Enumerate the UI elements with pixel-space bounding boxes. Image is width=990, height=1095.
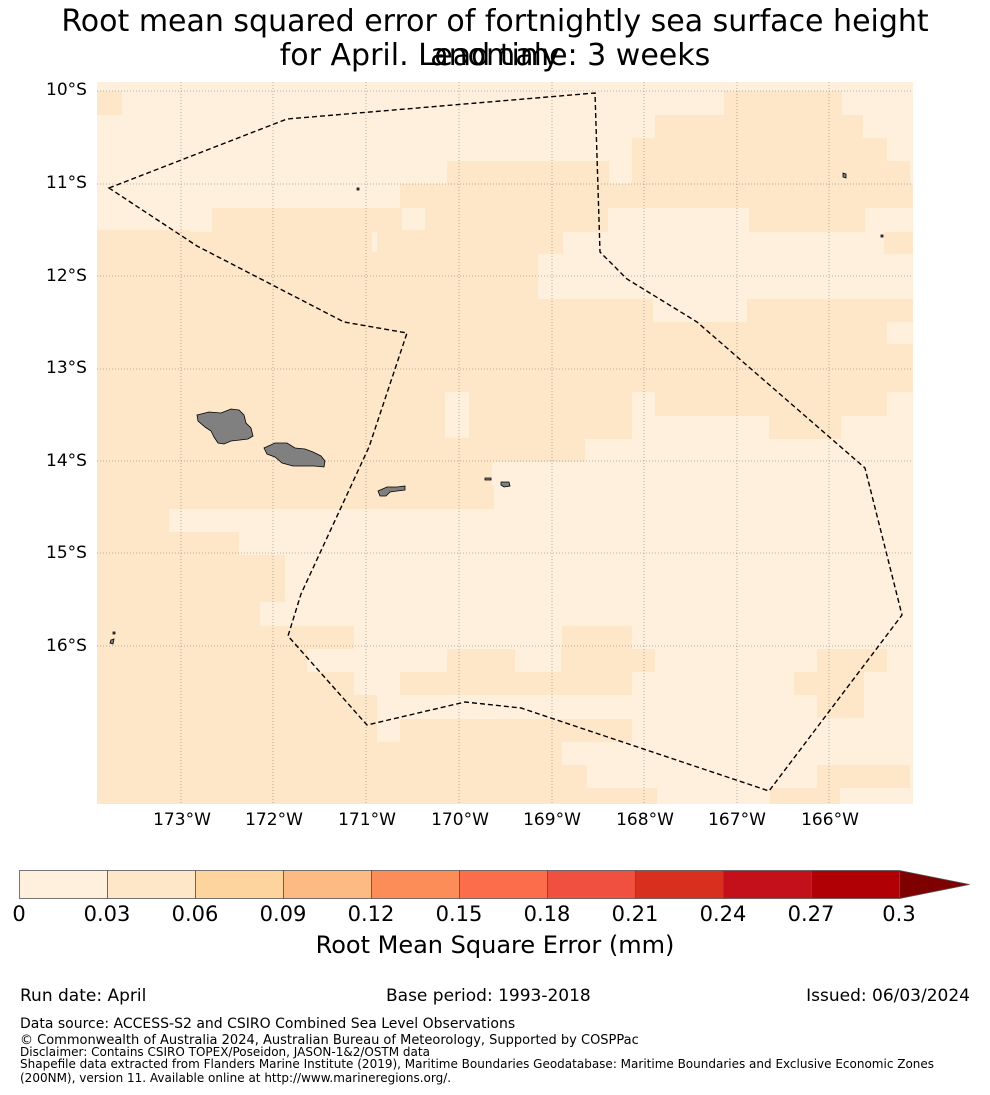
tau-island [500,481,511,488]
colorbar-tick-3: 0.09 [259,902,307,926]
colorbar-segment [195,870,284,899]
base-period: Base period: 1993-2018 [386,986,591,1006]
colorbar-segment [371,870,460,899]
lat-tick-10s: 10°S [46,80,87,100]
error-field-0-0.03 [169,208,817,742]
lat-tick-13s: 13°S [46,358,87,378]
colorbar-tick-2: 0.06 [171,902,219,926]
lon-tick-168w: 168°W [616,810,674,830]
colorbar-tick-8: 0.24 [699,902,747,926]
map-panel[interactable] [97,82,913,804]
colorbar-segment [547,870,636,899]
lon-tick-170w: 170°W [431,810,489,830]
colorbar-tick-4: 0.12 [347,902,395,926]
upolu-island [263,442,326,468]
colorbar-segment [635,870,724,899]
disclaimer: Disclaimer: Contains CSIRO TOPEX/Poseido… [20,1045,430,1059]
colorbar-tick-6: 0.18 [523,902,571,926]
lat-tick-11s: 11°S [46,173,87,193]
shapefile-credit-1: Shapefile data extracted from Flanders M… [20,1057,935,1071]
lon-tick-166w: 166°W [801,810,859,830]
rose-atoll [356,187,360,191]
colorbar-label: Root Mean Square Error (mm) [315,931,675,959]
lon-tick-172w: 172°W [245,810,303,830]
savaii-island [196,408,254,445]
lon-tick-171w: 171°W [338,810,396,830]
lon-tick-169w: 169°W [523,810,581,830]
map-title-line-2: for April. Lead time: 3 weeks [279,38,711,73]
lat-tick-16s: 16°S [46,636,87,656]
colorbar-segment [283,870,372,899]
lat-tick-14s: 14°S [46,451,87,471]
graticule [97,82,913,804]
colorbar-segment [723,870,812,899]
copyright: © Commonwealth of Australia 2024, Austra… [20,1033,639,1048]
data-source: Data source: ACCESS-S2 and CSIRO Combine… [20,1016,516,1032]
colorbar-tick-10: 0.3 [882,902,916,926]
colorbar [19,870,971,904]
colorbar-segment [811,870,900,899]
swains-island [842,172,847,179]
colorbar-segment [19,870,108,899]
colorbar-tick-1: 0.03 [83,902,131,926]
small-islet-west-2 [112,631,116,635]
lon-tick-167w: 167°W [708,810,766,830]
colorbar-tick-5: 0.15 [435,902,483,926]
map-svg [97,82,913,804]
tutuila-island [377,485,406,497]
lon-tick-173w: 173°W [153,810,211,830]
lat-tick-12s: 12°S [46,266,87,286]
issued-date: Issued: 06/03/2024 [806,986,970,1006]
colorbar-tick-9: 0.27 [787,902,835,926]
maritime-boundary [107,92,903,792]
small-islet-west [109,638,115,645]
shapefile-credit-2: (200NM), version 11. Available online at… [20,1071,452,1085]
small-islet-east [880,234,884,238]
colorbar-extend-arrow [899,870,970,899]
run-date: Run date: April [20,986,147,1006]
lat-tick-15s: 15°S [46,543,87,563]
error-field-0.03-0.06 [97,82,913,804]
land-masses [109,172,884,645]
colorbar-tick-0: 0 [12,902,26,926]
colorbar-segment [107,870,196,899]
ofu-island [484,477,492,481]
colorbar-segment [459,870,548,899]
map-title-line-1: Root mean squared error of fortnightly s… [61,4,929,73]
colorbar-tick-7: 0.21 [611,902,659,926]
